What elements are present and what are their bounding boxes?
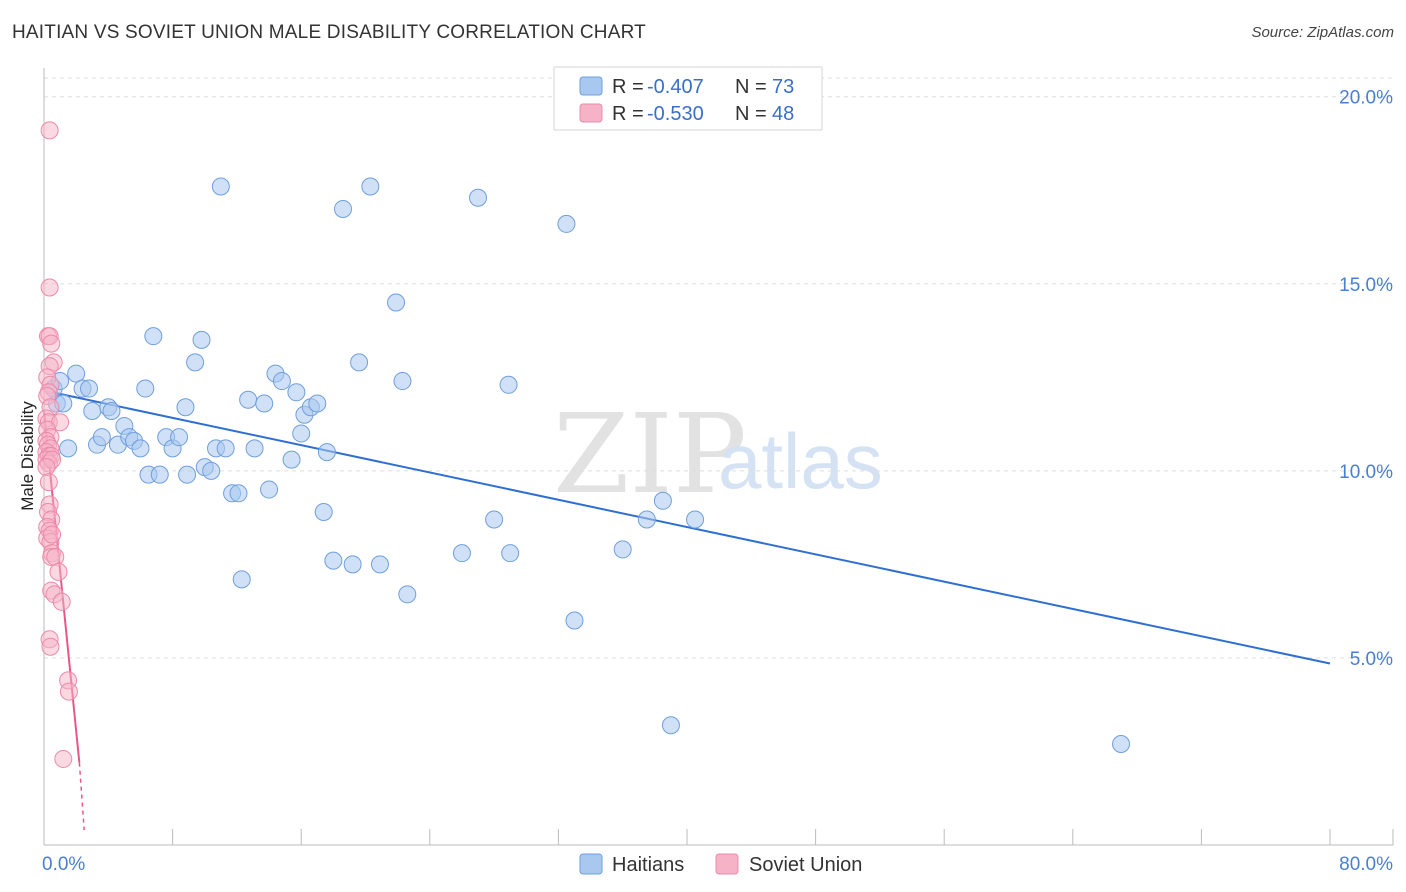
point-haitians-62	[485, 510, 504, 529]
stats-legend-n-label-haitians: N =	[735, 76, 767, 98]
point-haitians-45	[292, 424, 311, 443]
point-haitians-7	[80, 379, 99, 398]
point-haitians-63	[499, 375, 518, 394]
point-haitians-28	[192, 330, 211, 349]
tick-labels: 5.0% 10.0% 15.0% 20.0% 0.0% 80.0%	[42, 88, 1393, 875]
point-haitians-21	[150, 465, 169, 484]
chart-title: HAITIAN VS SOVIET UNION MALE DISABILITY …	[12, 22, 646, 43]
point-haitians-40	[260, 480, 279, 499]
legend-label-haitians: Haitians	[612, 854, 684, 876]
point-soviet-union-42	[41, 637, 60, 656]
x-tick-label-start: 0.0%	[42, 854, 85, 875]
stats-legend-n-value-haitians: 73	[772, 76, 794, 98]
stats-legend-n-label-soviet-union: N =	[735, 103, 767, 125]
point-haitians-58	[393, 372, 412, 391]
y-axis-title: Male Disability	[18, 401, 37, 511]
point-soviet-union-26	[37, 458, 56, 477]
point-haitians-38	[245, 439, 264, 458]
gridlines	[44, 77, 1393, 659]
point-haitians-43	[282, 450, 301, 469]
point-haitians-67	[613, 540, 632, 559]
stats-legend-r-value-haitians: -0.407	[647, 76, 704, 98]
stats-legend-r-label-haitians: R =	[612, 76, 644, 98]
point-soviet-union-4	[42, 334, 61, 353]
trend-line-haitians	[51, 391, 1331, 665]
point-soviet-union-0	[40, 121, 59, 140]
point-haitians-56	[370, 555, 389, 574]
point-haitians-48	[308, 394, 327, 413]
point-haitians-59	[398, 585, 417, 604]
point-haitians-72	[1112, 734, 1131, 753]
point-haitians-24	[170, 428, 189, 447]
point-haitians-26	[178, 465, 197, 484]
legend-swatch-soviet-union	[715, 853, 739, 875]
point-haitians-27	[186, 353, 205, 372]
source-credit: Source: ZipAtlas.com	[1251, 24, 1394, 41]
point-haitians-30	[202, 461, 221, 480]
point-haitians-54	[350, 353, 369, 372]
watermark-atlas: atlas	[718, 417, 883, 505]
point-haitians-42	[272, 372, 291, 391]
y-tick-label-0: 5.0%	[1350, 649, 1393, 670]
point-haitians-65	[557, 214, 576, 233]
point-haitians-51	[324, 551, 343, 570]
point-haitians-5	[67, 364, 86, 383]
stats-legend-r-label-soviet-union: R =	[612, 103, 644, 125]
point-haitians-44	[287, 383, 306, 402]
y-tick-label-2: 15.0%	[1339, 275, 1393, 296]
stats-legend: R = -0.407 N = 73 R = -0.530 N = 48	[553, 66, 823, 131]
series-soviet-union	[37, 121, 78, 768]
point-haitians-70	[661, 716, 680, 735]
point-soviet-union-1	[40, 278, 59, 297]
legend-swatch-haitians	[579, 853, 603, 875]
y-tick-label-1: 10.0%	[1339, 462, 1393, 483]
point-soviet-union-36	[46, 547, 65, 566]
point-haitians-69	[653, 491, 672, 510]
x-tick-label-end: 80.0%	[1339, 854, 1393, 875]
point-haitians-32	[211, 177, 230, 196]
point-haitians-52	[333, 199, 352, 218]
point-soviet-union-47	[39, 473, 58, 492]
series-haitians	[44, 177, 1131, 753]
point-haitians-60	[452, 544, 471, 563]
point-haitians-57	[387, 293, 406, 312]
point-haitians-66	[565, 611, 584, 630]
point-haitians-20	[144, 327, 163, 346]
point-haitians-35	[229, 484, 248, 503]
legend-label-soviet-union: Soviet Union	[749, 854, 862, 876]
point-haitians-39	[255, 394, 274, 413]
point-haitians-10	[92, 428, 111, 447]
stats-legend-swatch-haitians	[579, 76, 603, 96]
point-haitians-64	[501, 544, 520, 563]
point-haitians-13	[102, 401, 121, 420]
watermark-zip: ZIP	[553, 390, 747, 518]
stats-legend-r-value-soviet-union: -0.530	[647, 103, 704, 125]
point-haitians-61	[469, 188, 488, 207]
point-haitians-33	[216, 439, 235, 458]
point-haitians-50	[317, 443, 336, 462]
point-haitians-53	[343, 555, 362, 574]
point-haitians-8	[83, 401, 102, 420]
point-haitians-4	[59, 439, 78, 458]
point-haitians-71	[686, 510, 705, 529]
point-haitians-17	[131, 439, 150, 458]
series-legend: Haitians Soviet Union	[579, 853, 862, 876]
point-haitians-36	[232, 570, 251, 589]
point-haitians-49	[314, 503, 333, 522]
point-haitians-68	[637, 510, 656, 529]
point-soviet-union-46	[43, 525, 62, 544]
point-soviet-union-45	[54, 749, 73, 768]
point-haitians-55	[361, 177, 380, 196]
y-tick-label-3: 20.0%	[1339, 88, 1393, 109]
point-haitians-18	[136, 379, 155, 398]
point-haitians-37	[239, 390, 258, 409]
point-haitians-25	[176, 398, 195, 417]
trend-line-soviet-union-extension	[78, 762, 85, 831]
point-soviet-union-37	[49, 562, 68, 581]
point-soviet-union-40	[52, 592, 71, 611]
stats-legend-n-value-soviet-union: 48	[772, 103, 794, 125]
stats-legend-swatch-soviet-union	[579, 103, 603, 123]
point-soviet-union-44	[59, 682, 78, 701]
